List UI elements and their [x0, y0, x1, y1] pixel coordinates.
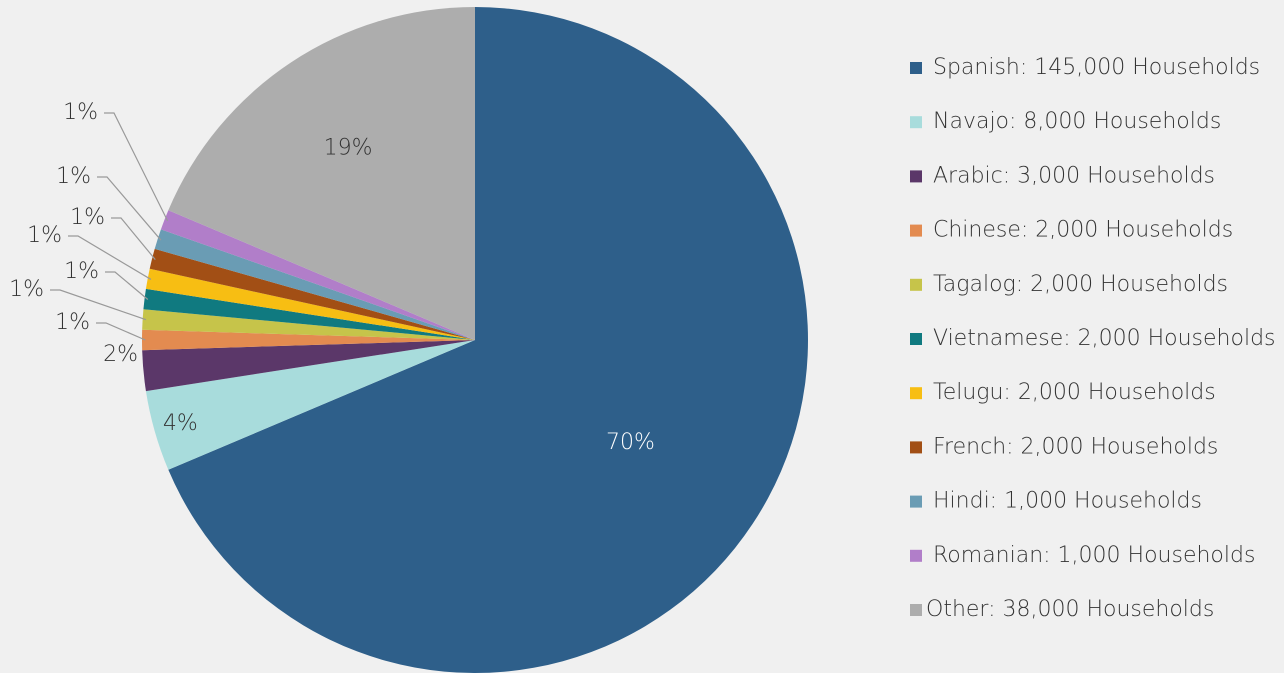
leader-line — [111, 217, 156, 260]
pie-slice — [145, 268, 475, 340]
legend-label: Spanish: 145,000 Households — [933, 55, 1260, 80]
data-label: 1% — [64, 259, 99, 284]
data-label: 1% — [27, 223, 62, 248]
data-label: 4% — [163, 411, 198, 436]
data-label: 1% — [9, 277, 44, 302]
leader-line — [104, 112, 169, 222]
pie-slice — [168, 7, 809, 673]
data-label: 1% — [55, 310, 90, 335]
pie-slice — [154, 229, 475, 340]
legend-label: Hindi: 1,000 Households — [933, 489, 1202, 514]
legend-label: Navajo: 8,000 Households — [933, 109, 1221, 134]
pie-slice — [142, 340, 475, 392]
data-label: 70% — [606, 430, 655, 455]
legend-label: Telugu: 2,000 Households — [933, 380, 1216, 405]
leader-line — [96, 322, 146, 341]
data-label: 2% — [103, 342, 138, 367]
leader-line — [97, 176, 162, 241]
legend-label: Tagalog: 2,000 Households — [933, 272, 1228, 297]
pie-slice — [149, 248, 475, 340]
data-label: 1% — [63, 100, 98, 125]
legend-swatch — [910, 495, 922, 508]
data-label: 1% — [70, 205, 105, 230]
legend-swatch — [910, 170, 922, 183]
legend-swatch — [910, 278, 922, 291]
data-label: 19% — [324, 135, 373, 160]
leader-line — [105, 271, 149, 300]
pie-slice — [142, 309, 475, 340]
pie-slice — [168, 7, 476, 340]
pie-slice — [141, 329, 475, 351]
legend-label: Chinese: 2,000 Households — [933, 218, 1233, 243]
leader-line — [68, 235, 152, 280]
pie-slice — [160, 210, 476, 340]
legend-swatch — [910, 604, 922, 616]
legend-swatch — [910, 387, 922, 400]
legend-label: Romanian: 1,000 Households — [933, 543, 1255, 568]
legend-label: Arabic: 3,000 Households — [933, 163, 1215, 188]
legend-swatch — [910, 62, 922, 74]
legend-swatch — [910, 224, 922, 237]
pie-slice — [145, 340, 475, 470]
legend-label: Vietnamese: 2,000 Households — [933, 326, 1276, 351]
legend-swatch — [910, 116, 922, 129]
legend-swatch — [910, 333, 922, 345]
legend-swatch — [910, 549, 922, 562]
leader-line — [50, 289, 147, 321]
pie-slice — [143, 288, 475, 340]
legend-label: French: 2,000 Households — [933, 434, 1218, 459]
legend-swatch — [910, 441, 922, 454]
data-label: 1% — [56, 164, 91, 189]
legend-label: Other: 38,000 Households — [926, 597, 1214, 622]
